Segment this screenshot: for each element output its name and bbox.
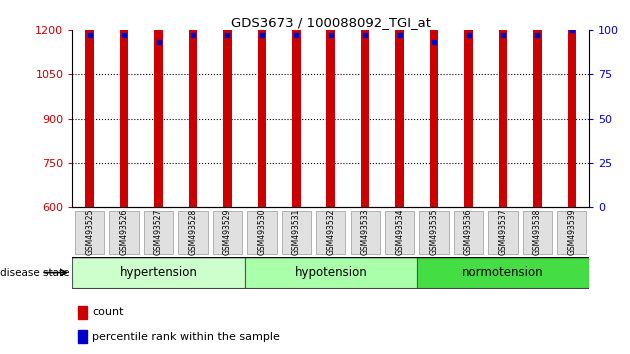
Text: hypotension: hypotension: [294, 266, 367, 279]
Bar: [430, 0, 438, 207]
FancyBboxPatch shape: [144, 211, 173, 254]
FancyBboxPatch shape: [110, 211, 139, 254]
Text: GSM493530: GSM493530: [258, 209, 266, 255]
Text: normotension: normotension: [462, 266, 544, 279]
FancyBboxPatch shape: [316, 211, 345, 254]
Bar: [292, 0, 301, 207]
FancyBboxPatch shape: [385, 211, 415, 254]
Text: GSM493529: GSM493529: [223, 209, 232, 255]
FancyBboxPatch shape: [244, 257, 417, 288]
Text: GSM493536: GSM493536: [464, 209, 473, 255]
Bar: [223, 0, 232, 207]
FancyBboxPatch shape: [213, 211, 242, 254]
FancyBboxPatch shape: [75, 211, 105, 254]
Bar: [154, 0, 163, 207]
Bar: [189, 0, 197, 207]
Bar: [120, 0, 129, 207]
Text: disease state: disease state: [0, 268, 69, 278]
Text: GSM493533: GSM493533: [361, 209, 370, 255]
FancyBboxPatch shape: [523, 211, 552, 254]
FancyBboxPatch shape: [420, 211, 449, 254]
Text: GSM493527: GSM493527: [154, 209, 163, 255]
Title: GDS3673 / 100088092_TGI_at: GDS3673 / 100088092_TGI_at: [231, 16, 431, 29]
Bar: [77, 330, 87, 343]
Bar: [361, 0, 369, 207]
Text: GSM493532: GSM493532: [326, 209, 335, 255]
Text: GSM493528: GSM493528: [188, 209, 197, 255]
Bar: [499, 0, 507, 207]
Text: GSM493538: GSM493538: [533, 209, 542, 255]
FancyBboxPatch shape: [350, 211, 380, 254]
Text: GSM493525: GSM493525: [85, 209, 94, 255]
FancyBboxPatch shape: [282, 211, 311, 254]
Bar: [77, 307, 87, 319]
FancyBboxPatch shape: [247, 211, 277, 254]
Bar: [533, 0, 542, 207]
Text: GSM493539: GSM493539: [568, 209, 576, 255]
Bar: [86, 0, 94, 207]
Bar: [258, 0, 266, 207]
Text: hypertension: hypertension: [120, 266, 197, 279]
FancyBboxPatch shape: [557, 211, 587, 254]
Text: GSM493531: GSM493531: [292, 209, 301, 255]
Text: GSM493534: GSM493534: [395, 209, 404, 255]
Text: GSM493526: GSM493526: [120, 209, 129, 255]
Text: percentile rank within the sample: percentile rank within the sample: [92, 332, 280, 342]
Bar: [568, 0, 576, 207]
Text: GSM493537: GSM493537: [498, 209, 507, 255]
FancyBboxPatch shape: [454, 211, 483, 254]
Bar: [464, 0, 472, 207]
FancyBboxPatch shape: [178, 211, 208, 254]
Bar: [396, 0, 404, 207]
FancyBboxPatch shape: [488, 211, 518, 254]
FancyBboxPatch shape: [417, 257, 589, 288]
Bar: [326, 0, 335, 207]
Text: GSM493535: GSM493535: [430, 209, 438, 255]
FancyBboxPatch shape: [72, 257, 244, 288]
Text: count: count: [92, 307, 123, 318]
